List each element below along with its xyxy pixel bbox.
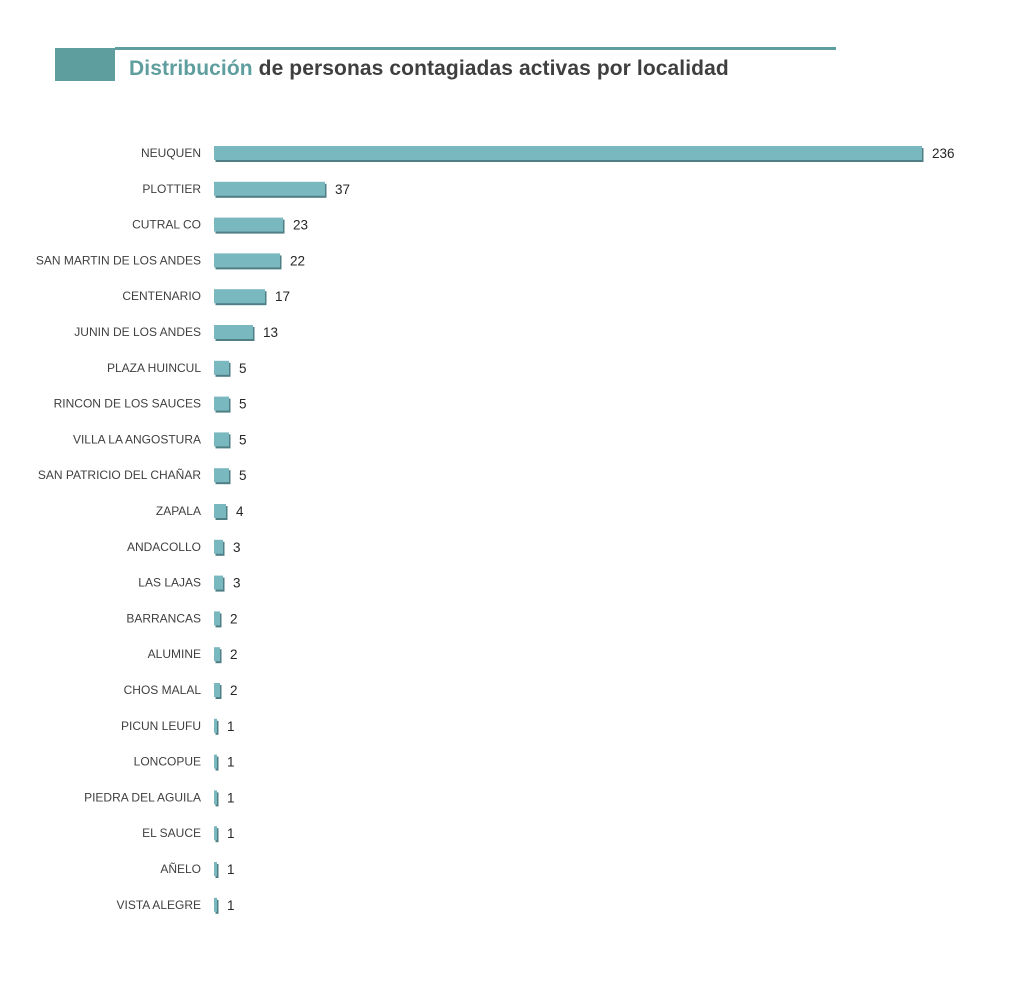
chart-title-rest: de personas contagiadas activas por loca… bbox=[252, 57, 729, 80]
bar bbox=[214, 718, 217, 733]
chart-title: Distribución de personas contagiadas act… bbox=[129, 57, 729, 81]
chart-title-accent: Distribución bbox=[129, 57, 253, 80]
value-label: 5 bbox=[239, 468, 247, 483]
category-label: CENTENARIO bbox=[122, 289, 201, 303]
bar bbox=[214, 897, 217, 912]
category-label: CHOS MALAL bbox=[124, 683, 202, 697]
value-label: 5 bbox=[239, 397, 247, 412]
bar bbox=[214, 253, 280, 268]
value-label: 5 bbox=[239, 432, 247, 447]
bar bbox=[214, 754, 217, 769]
value-label: 2 bbox=[230, 683, 238, 698]
category-label: SAN PATRICIO DEL CHAÑAR bbox=[38, 468, 201, 482]
bar bbox=[214, 396, 229, 411]
bar bbox=[214, 181, 325, 196]
category-label: BARRANCAS bbox=[126, 611, 201, 625]
value-label: 1 bbox=[227, 898, 235, 913]
category-label: ZAPALA bbox=[156, 504, 201, 518]
category-label: JUNIN DE LOS ANDES bbox=[74, 325, 201, 339]
category-label: PLAZA HUINCUL bbox=[107, 361, 201, 375]
bar bbox=[214, 504, 226, 518]
value-label: 1 bbox=[227, 790, 235, 805]
bar bbox=[214, 790, 217, 805]
category-label: RINCON DE LOS SAUCES bbox=[54, 397, 201, 411]
value-label: 37 bbox=[335, 182, 350, 197]
bar bbox=[214, 539, 223, 554]
bar bbox=[214, 611, 220, 626]
bar bbox=[214, 862, 217, 876]
value-label: 22 bbox=[290, 253, 305, 268]
category-label: AÑELO bbox=[160, 862, 201, 876]
value-label: 13 bbox=[263, 325, 278, 340]
category-label: EL SAUCE bbox=[142, 826, 201, 840]
category-label: PLOTTIER bbox=[142, 182, 201, 196]
value-label: 1 bbox=[227, 719, 235, 734]
value-label: 3 bbox=[233, 576, 241, 591]
bar bbox=[214, 146, 922, 160]
category-label: LAS LAJAS bbox=[138, 576, 201, 590]
bar bbox=[214, 647, 220, 662]
category-label: NEUQUEN bbox=[141, 146, 201, 160]
category-label: CUTRAL CO bbox=[132, 218, 201, 232]
category-label: ANDACOLLO bbox=[127, 540, 201, 554]
bar bbox=[214, 468, 229, 483]
title-accent-block bbox=[55, 48, 115, 81]
category-label: VILLA LA ANGOSTURA bbox=[73, 432, 201, 446]
category-label: PICUN LEUFU bbox=[121, 719, 201, 733]
value-label: 4 bbox=[236, 504, 244, 519]
value-label: 17 bbox=[275, 289, 290, 304]
value-label: 236 bbox=[932, 146, 955, 161]
category-label: LONCOPUE bbox=[134, 755, 201, 769]
value-label: 3 bbox=[233, 540, 241, 555]
value-label: 1 bbox=[227, 826, 235, 841]
category-label: VISTA ALEGRE bbox=[117, 898, 201, 912]
bar bbox=[214, 325, 253, 339]
bar bbox=[214, 289, 265, 304]
bar bbox=[214, 432, 229, 447]
bar bbox=[214, 217, 283, 232]
title-rule bbox=[115, 47, 836, 50]
value-label: 2 bbox=[230, 611, 238, 626]
bar bbox=[214, 360, 229, 375]
category-label: PIEDRA DEL AGUILA bbox=[84, 790, 201, 804]
bar bbox=[214, 826, 217, 841]
value-label: 2 bbox=[230, 647, 238, 662]
category-label: ALUMINE bbox=[148, 647, 201, 661]
bar bbox=[214, 683, 220, 697]
value-label: 1 bbox=[227, 862, 235, 877]
value-label: 5 bbox=[239, 361, 247, 376]
bar bbox=[214, 575, 223, 590]
value-label: 23 bbox=[293, 218, 308, 233]
value-label: 1 bbox=[227, 755, 235, 770]
category-label: SAN MARTIN DE LOS ANDES bbox=[36, 253, 201, 267]
